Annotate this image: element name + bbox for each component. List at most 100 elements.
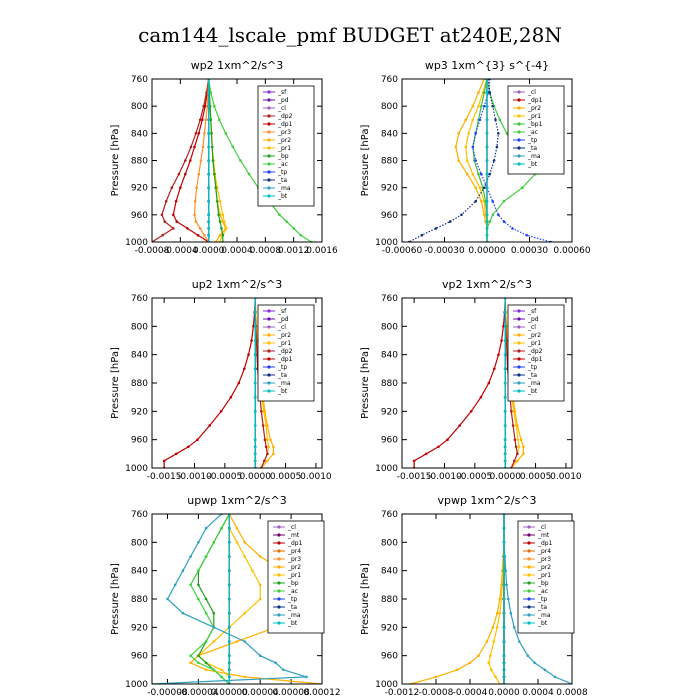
legend-marker bbox=[267, 114, 271, 118]
x-tick-label: 0.00008 bbox=[272, 688, 309, 698]
data-point-pr1 bbox=[464, 145, 468, 149]
data-point-pr1 bbox=[262, 410, 266, 413]
data-point-ac bbox=[204, 611, 208, 615]
y-tick-label: 800 bbox=[131, 322, 148, 332]
data-point-ac bbox=[488, 220, 492, 223]
y-tick-label: 1000 bbox=[125, 464, 148, 474]
legend-label: _cl bbox=[277, 105, 286, 112]
data-point-dp1 bbox=[175, 452, 178, 456]
data-point-dp2 bbox=[164, 200, 168, 203]
y-tick-label: 920 bbox=[131, 407, 148, 417]
data-point-pr1 bbox=[487, 661, 491, 665]
data-point-bt bbox=[228, 526, 231, 530]
data-point-pr1 bbox=[500, 597, 503, 601]
data-point-pr3 bbox=[195, 186, 198, 189]
data-point-ta bbox=[460, 213, 463, 217]
data-point-bt bbox=[253, 339, 257, 342]
data-point-dp2 bbox=[264, 445, 268, 449]
legend-label: _dp2 bbox=[277, 348, 293, 355]
data-point-dp1 bbox=[189, 159, 192, 162]
legend-label: _dp2 bbox=[527, 348, 543, 355]
data-point-bt bbox=[503, 367, 507, 371]
data-point-ac bbox=[491, 213, 495, 217]
x-tick-label: -0.0010 bbox=[427, 472, 462, 482]
data-point-dp2 bbox=[263, 459, 266, 463]
x-tick-label: -0.0008 bbox=[135, 246, 170, 256]
y-tick-label: 800 bbox=[381, 538, 398, 548]
y-tick-label: 760 bbox=[131, 510, 148, 520]
y-tick-label: 760 bbox=[381, 510, 398, 520]
data-point-bp bbox=[197, 583, 200, 587]
legend-label: _ac bbox=[527, 129, 538, 136]
data-point-dp1 bbox=[412, 459, 416, 463]
y-axis-label: Pressure [hPa] bbox=[110, 563, 121, 635]
data-point-bt bbox=[207, 159, 210, 162]
legend-label: _bp bbox=[537, 580, 549, 587]
data-point-tp bbox=[525, 233, 528, 237]
x-tick-label: -0.0004 bbox=[453, 688, 488, 698]
legend-marker bbox=[277, 597, 281, 601]
legend-label: _ta bbox=[277, 177, 287, 184]
legend-label: _pd bbox=[277, 97, 289, 104]
data-point-pr2 bbox=[269, 438, 272, 442]
legend-label: _sf bbox=[277, 308, 287, 315]
legend-label: _dp1 bbox=[277, 121, 293, 128]
legend-label: _ac bbox=[277, 161, 288, 168]
y-tick-label: 840 bbox=[381, 567, 398, 577]
y-tick-label: 960 bbox=[381, 211, 398, 221]
legend-label: _dp1 bbox=[527, 97, 543, 104]
legend-marker bbox=[517, 106, 521, 110]
y-tick-label: 880 bbox=[131, 595, 148, 605]
data-point-pr3 bbox=[203, 132, 206, 135]
data-point-ta bbox=[482, 186, 486, 189]
legend-marker bbox=[517, 341, 521, 345]
data-point-bp bbox=[212, 611, 216, 615]
data-point-dp2 bbox=[170, 186, 174, 189]
x-tick-label: 0.0008 bbox=[556, 688, 588, 698]
legend-label: _bp1 bbox=[527, 121, 543, 128]
legend-marker bbox=[277, 557, 281, 561]
data-point-ac bbox=[502, 200, 506, 203]
legend-marker bbox=[517, 365, 521, 369]
data-point-pr1 bbox=[516, 438, 520, 442]
data-point-pr3 bbox=[204, 118, 208, 122]
x-tick-label: 0.00004 bbox=[242, 688, 279, 698]
data-point-pr1 bbox=[221, 213, 225, 217]
data-point-ma bbox=[509, 611, 513, 615]
legend-box bbox=[257, 85, 315, 207]
legend-marker bbox=[267, 389, 271, 393]
data-point-bt bbox=[485, 132, 489, 135]
data-point-bt bbox=[502, 583, 506, 587]
legend-marker bbox=[517, 90, 521, 94]
legend-label: _ma bbox=[287, 612, 301, 619]
data-point-pr2 bbox=[495, 611, 499, 615]
data-point-ma bbox=[512, 626, 516, 629]
legend-marker bbox=[267, 130, 271, 134]
legend-marker bbox=[517, 114, 521, 118]
x-tick-label: 0.0000 bbox=[488, 688, 520, 698]
data-point-pr1 bbox=[471, 172, 475, 176]
x-tick-label: -0.0008 bbox=[419, 688, 454, 698]
data-point-pr2 bbox=[189, 661, 192, 665]
plot-frame bbox=[151, 297, 323, 469]
legend-label: _dp1 bbox=[537, 540, 553, 547]
data-point-dp2 bbox=[261, 424, 265, 427]
y-tick-label: 880 bbox=[381, 379, 398, 389]
data-point-bp1 bbox=[477, 172, 480, 176]
data-point-ma bbox=[526, 654, 530, 657]
y-tick-label: 840 bbox=[131, 567, 148, 577]
data-point-bp bbox=[211, 159, 215, 162]
data-point-ta bbox=[474, 200, 478, 203]
data-point-ma bbox=[274, 661, 277, 665]
y-tick-label: 880 bbox=[381, 595, 398, 605]
data-point-tp bbox=[502, 220, 506, 223]
legend-marker bbox=[267, 381, 271, 385]
data-point-pr2 bbox=[491, 626, 495, 629]
legend-marker bbox=[267, 98, 271, 102]
data-point-bt bbox=[502, 668, 506, 672]
data-point-dp1 bbox=[229, 395, 233, 399]
legend-label: _mt bbox=[287, 532, 300, 539]
data-point-bp bbox=[218, 220, 222, 223]
data-point-ac bbox=[212, 668, 216, 672]
